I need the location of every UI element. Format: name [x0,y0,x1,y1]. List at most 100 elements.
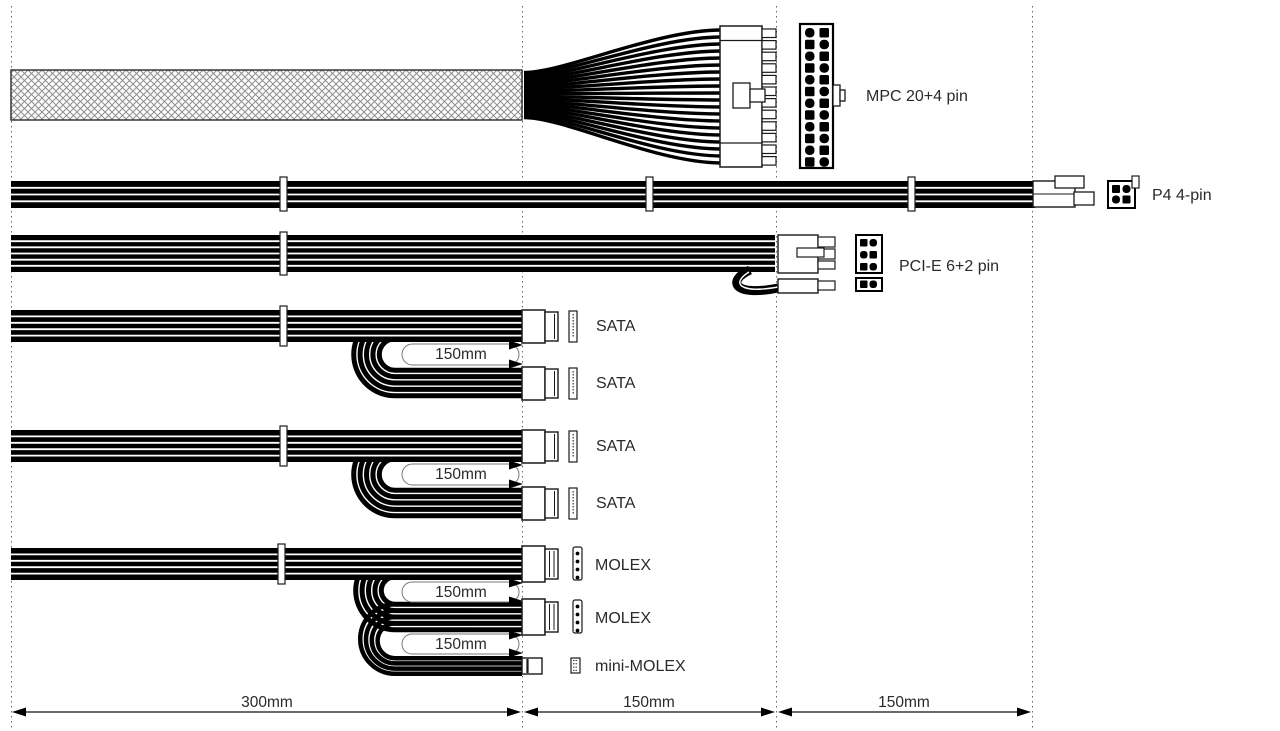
molex-loop1-label: 150mm [435,584,487,601]
atx-pin [805,51,815,61]
p4-pin [1122,185,1131,193]
atx-terminal [761,51,777,62]
p4-cable-row: P4 4-pin [11,175,1212,212]
atx-wire [523,49,723,82]
dimension-label-300mm: 300mm [241,694,293,711]
molex-body [521,598,546,636]
atx-wire [523,99,723,116]
label-sata: SATA [596,438,636,455]
pcie-pin [869,251,877,259]
dimension-arrowhead [524,707,538,717]
atx-wire [523,101,723,123]
sata-nose [544,488,559,519]
atx-wire [523,115,723,165]
atx-terminal [761,156,777,166]
pcie-pin [860,251,868,259]
p4-pin [1122,195,1131,204]
dimension-arrowhead [509,630,523,640]
atx-wire [523,94,723,102]
atx-wire [523,106,723,137]
pcie-pigtail-separator [739,271,779,290]
pcie-terminal-stub [817,280,836,291]
atx-pin [805,39,815,50]
atx-pin [819,157,829,167]
dimension-label-150mm-b: 150mm [878,694,930,711]
atx-wire-bundle [523,28,723,165]
atx-terminal [761,28,777,39]
molex-cable-ribbon [11,548,522,580]
dimension-arrowhead [761,707,775,717]
pcie-cable-ribbon [11,235,775,272]
cable-tie [279,425,288,467]
sata-chain-1: 150mm SATA SATA [11,305,636,401]
molex-pin [575,567,580,572]
atx-pin [805,75,815,85]
sata2-loop-label: 150mm [435,466,487,483]
p4-pin [1112,185,1120,193]
atx-cable-row: MPC 20+4 pin [10,22,968,170]
sata1-cable-ribbon [11,310,522,342]
atx-pin [819,110,829,120]
loop-wire [363,608,522,671]
sata-connector [521,366,578,401]
p4-cable-ribbon [11,181,1035,208]
loop-dimension-capsule [401,343,520,366]
molex-pin [575,551,580,556]
label-mpc: MPC 20+4 pin [866,88,968,105]
cable-tie [279,176,288,212]
molex-pin [575,628,580,633]
molex-pin [575,604,580,609]
mini-molex-pin-face [570,657,581,674]
sata1-cable-ties [279,305,288,347]
atx-wire [523,63,723,86]
atx-pin [805,145,815,155]
label-molex: MOLEX [595,557,651,574]
atx-pin [805,63,815,73]
pcie-pin [860,263,868,271]
sata-connector [521,429,578,464]
dimension-arrowhead [509,340,523,350]
pcie-pin [869,263,877,271]
atx-pin-grid [805,28,829,167]
molex-pin [575,620,580,625]
molex-pin [575,575,580,580]
atx-terminal [761,121,777,131]
atx-terminal [761,39,777,50]
atx-terminal [761,109,777,120]
p4-face-latch [1131,175,1140,189]
loop-dimension-capsule [401,463,520,486]
atx-pin [805,133,815,144]
atx-pin [819,98,829,108]
dimension-arrowhead [509,648,523,658]
atx-wire [523,104,723,130]
atx-pin [805,110,815,120]
atx-terminal [761,74,777,85]
atx-wire [523,35,723,77]
molex-pin-face [572,599,583,634]
sata-connector [521,309,578,344]
sata-chain-2: 150mm SATA SATA [11,425,636,521]
dimension-arrowhead [509,359,523,369]
atx-terminal-stubs [761,28,777,166]
atx-wire [523,111,723,151]
atx-pin [819,75,829,85]
pcie-latch-bar [796,247,825,258]
molex-pin [575,612,580,617]
dimension-300mm [12,707,521,717]
loop-dimension-capsule [401,633,520,655]
sata-body [521,366,546,401]
dimension-150mm-a [524,707,775,717]
dimension-arrowhead [509,479,523,489]
pcie-terminal-stub [817,260,836,270]
pcie-6pin-face [855,234,883,274]
p4-terminal-stub [1073,191,1095,206]
cable-ribbon [11,548,522,580]
loop-wire [369,614,522,666]
label-p4: P4 4-pin [1152,187,1212,204]
sata1-loop-label: 150mm [435,346,487,363]
atx-pin [805,28,815,38]
loop-wire [358,601,522,677]
pcie-cable-row: PCI-E 6+2 pin [11,231,999,296]
molex-loop2-label: 150mm [435,636,487,653]
